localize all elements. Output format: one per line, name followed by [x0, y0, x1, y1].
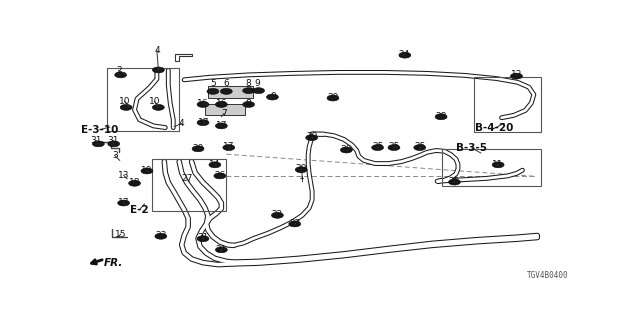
Circle shape — [197, 120, 209, 126]
Circle shape — [141, 168, 153, 174]
Text: 21: 21 — [197, 234, 209, 243]
Circle shape — [327, 95, 339, 101]
Circle shape — [120, 104, 132, 110]
Circle shape — [271, 212, 284, 218]
Text: 31: 31 — [91, 136, 102, 145]
Circle shape — [207, 88, 219, 94]
Text: 29: 29 — [306, 132, 317, 141]
Text: 10: 10 — [148, 97, 160, 106]
Text: 1: 1 — [300, 172, 305, 181]
Circle shape — [306, 135, 317, 141]
Text: 21: 21 — [216, 244, 227, 253]
Text: 28: 28 — [435, 111, 447, 121]
Circle shape — [253, 88, 264, 93]
Circle shape — [216, 101, 227, 108]
Text: 2: 2 — [116, 66, 122, 75]
Circle shape — [152, 67, 164, 73]
Circle shape — [192, 146, 204, 152]
Text: 4: 4 — [154, 46, 160, 55]
Text: 17: 17 — [223, 142, 234, 151]
Text: 29: 29 — [327, 93, 339, 102]
Text: 27: 27 — [181, 174, 193, 183]
Circle shape — [372, 145, 383, 150]
Text: B-4-20: B-4-20 — [475, 123, 513, 133]
Text: 4: 4 — [179, 119, 184, 128]
Text: 5: 5 — [210, 79, 216, 89]
Bar — [442, 149, 541, 186]
Circle shape — [197, 101, 209, 108]
Circle shape — [340, 147, 352, 153]
Text: TGV4B0400: TGV4B0400 — [527, 271, 568, 280]
Circle shape — [214, 173, 226, 179]
Circle shape — [216, 247, 227, 253]
Text: 11: 11 — [492, 160, 504, 169]
Circle shape — [129, 180, 141, 186]
Text: 20: 20 — [193, 144, 204, 153]
Text: 13: 13 — [118, 171, 129, 180]
Circle shape — [511, 73, 522, 79]
Text: 31: 31 — [108, 136, 119, 145]
Text: 9: 9 — [271, 92, 276, 101]
Bar — [474, 76, 541, 132]
Circle shape — [399, 52, 411, 58]
Text: 16: 16 — [197, 99, 209, 108]
Text: E-2: E-2 — [130, 205, 149, 215]
Text: 7: 7 — [221, 109, 227, 118]
Text: 14: 14 — [209, 160, 221, 169]
Bar — [208, 86, 253, 98]
Text: 22: 22 — [272, 210, 283, 219]
Circle shape — [220, 88, 232, 94]
Bar — [152, 159, 227, 211]
Circle shape — [209, 162, 221, 168]
Circle shape — [492, 162, 504, 168]
Text: 23: 23 — [155, 231, 166, 240]
Circle shape — [118, 200, 129, 206]
Text: 25: 25 — [388, 142, 399, 151]
Text: 30: 30 — [340, 145, 352, 154]
Text: 8: 8 — [246, 99, 252, 108]
Circle shape — [414, 145, 426, 150]
Circle shape — [388, 145, 400, 150]
Text: 29: 29 — [296, 164, 307, 173]
Circle shape — [216, 123, 227, 129]
Text: 17: 17 — [216, 121, 227, 130]
Circle shape — [223, 145, 235, 150]
Circle shape — [197, 236, 209, 242]
Text: 25: 25 — [372, 142, 383, 151]
Text: 17: 17 — [198, 118, 210, 127]
Text: 25: 25 — [449, 177, 460, 186]
Circle shape — [435, 114, 447, 120]
Circle shape — [115, 72, 127, 78]
Text: 8: 8 — [246, 79, 252, 89]
Circle shape — [289, 221, 301, 227]
Circle shape — [243, 88, 255, 93]
Circle shape — [295, 167, 307, 173]
Circle shape — [155, 233, 167, 239]
Circle shape — [266, 94, 278, 100]
Text: 9: 9 — [255, 79, 260, 89]
Text: 19: 19 — [141, 166, 153, 175]
Bar — [205, 104, 244, 115]
Text: 25: 25 — [414, 142, 426, 151]
Text: 16: 16 — [216, 99, 227, 108]
Text: 26: 26 — [214, 171, 225, 180]
Text: 18: 18 — [129, 178, 140, 187]
Text: 3: 3 — [112, 151, 118, 160]
Text: 24: 24 — [398, 50, 410, 59]
Text: 22: 22 — [289, 219, 300, 228]
Text: 15: 15 — [115, 230, 127, 239]
Circle shape — [449, 179, 460, 185]
Text: 6: 6 — [223, 79, 229, 89]
Text: FR.: FR. — [104, 258, 123, 268]
Text: 12: 12 — [511, 70, 522, 79]
Circle shape — [152, 104, 164, 110]
Text: 17: 17 — [118, 198, 129, 207]
Text: B-3-5: B-3-5 — [456, 143, 487, 153]
Text: E-3-10: E-3-10 — [81, 124, 118, 135]
Text: 10: 10 — [119, 97, 131, 106]
Circle shape — [108, 141, 120, 147]
Circle shape — [92, 141, 104, 147]
Bar — [108, 68, 179, 131]
Circle shape — [243, 101, 255, 108]
